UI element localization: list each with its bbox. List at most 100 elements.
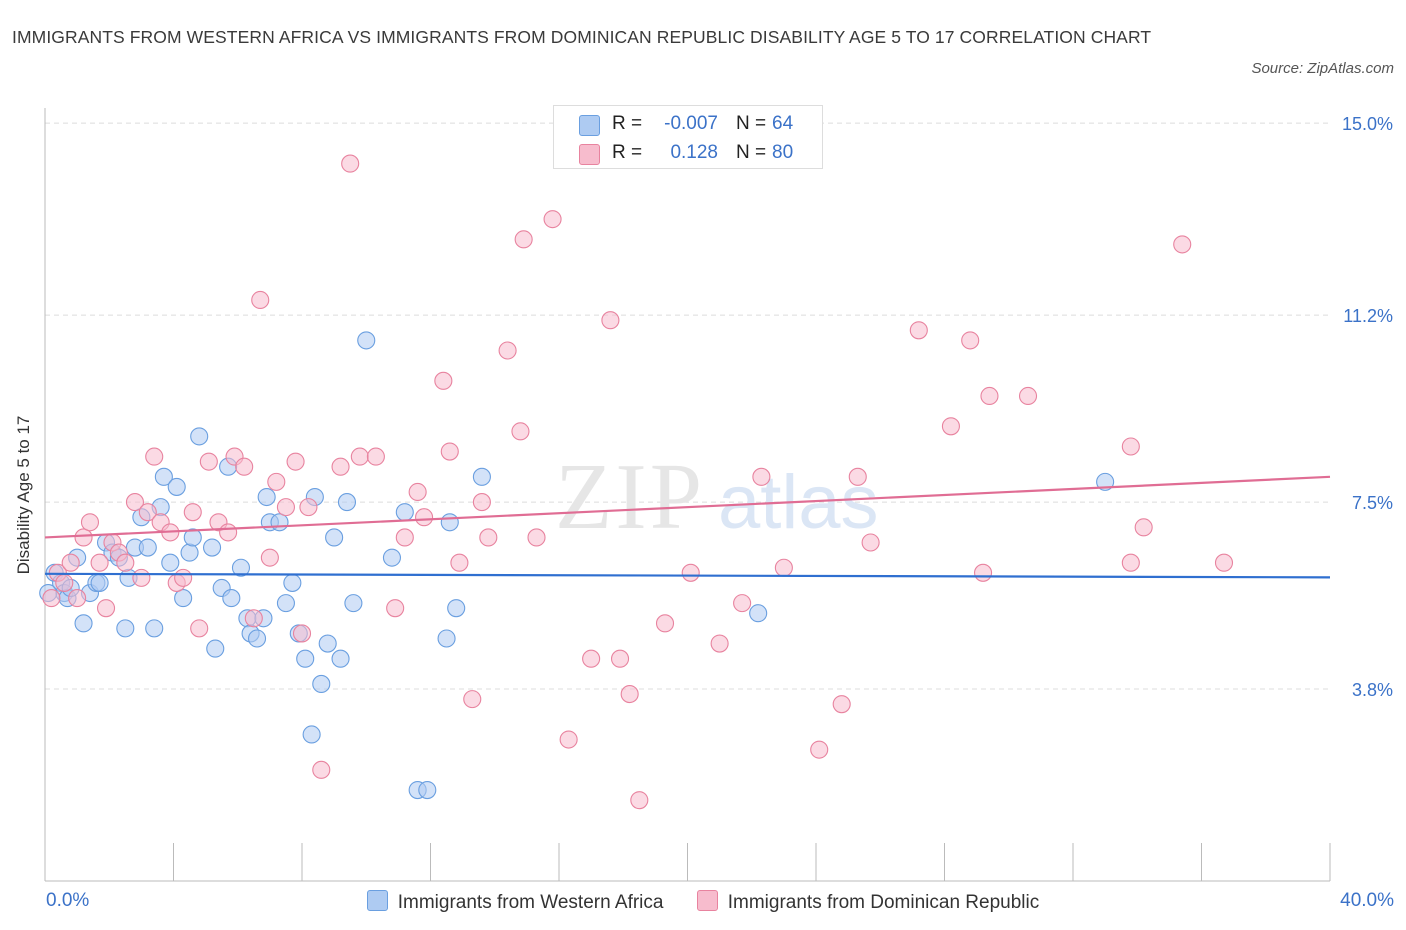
data-point [749,604,768,623]
series-0-points [39,331,1115,800]
data-point [90,573,109,592]
data-point [318,634,337,653]
data-point [235,457,254,476]
n-label: N = [736,113,767,134]
data-point [270,513,289,532]
data-point [630,791,649,810]
data-point [582,649,601,668]
x-tick-max: 40.0% [1340,890,1394,911]
data-points [39,154,1234,810]
legend-swatch-blue [366,890,388,911]
n-value: 80 [772,142,794,163]
axes [44,108,1331,882]
data-point [961,331,980,350]
chart-title: IMMIGRANTS FROM WESTERN AFRICA VS IMMIGR… [12,27,1152,47]
n-value: 64 [772,113,794,134]
data-point [180,543,199,562]
data-point [199,452,218,471]
data-point [244,609,263,628]
data-point [447,599,466,618]
data-point [511,422,530,441]
stats-swatch-pink [579,144,600,165]
trend-lines [44,475,1331,579]
y-tick-label: 3.8% [1352,680,1393,700]
legend-label: Immigrants from Dominican Republic [727,892,1040,913]
data-point [1134,518,1153,537]
data-point [1121,437,1140,456]
r-label: R = [612,142,643,163]
data-point [440,513,459,532]
data-point [267,472,286,491]
data-point [74,614,93,633]
data-point [331,649,350,668]
data-point [222,589,241,608]
y-tick-label: 7.5% [1352,493,1393,513]
data-point [514,230,533,249]
trend-line-0 [44,572,1331,579]
x-tick-min: 0.0% [46,890,90,911]
y-tick-label: 15.0% [1342,114,1393,134]
legend: Immigrants from Western Africa Immigrant… [0,890,1406,914]
data-point [68,589,87,608]
data-point [276,498,295,517]
data-point [174,568,193,587]
data-point [1018,386,1038,406]
data-point [610,649,630,668]
data-point [418,781,437,800]
data-point [559,730,578,749]
data-point [810,740,829,759]
data-point [382,548,402,567]
data-point [190,427,209,446]
data-point [350,447,369,466]
data-point [138,503,157,522]
data-point [247,629,267,648]
data-point [437,629,456,648]
data-point [733,594,752,613]
watermark: ZIP atlas [555,445,879,549]
data-point [472,467,491,486]
data-point [774,558,793,577]
y-axis-label: Disability Age 5 to 17 [14,415,33,575]
data-point [848,467,867,486]
data-point [296,649,315,668]
stats-row-dominican-republic: R = 0.128 N = 80 [554,138,822,168]
r-label: R = [612,113,643,134]
data-point [941,417,960,436]
data-point [299,498,318,517]
data-point [283,573,302,592]
source-note: Source: ZipAtlas.com [1251,60,1394,77]
data-point [276,594,295,613]
data-point [463,690,482,709]
data-point [125,493,144,512]
legend-item-dominican-republic: Immigrants from Dominican Republic [696,890,1040,914]
data-point [681,563,700,582]
data-point [832,695,851,714]
data-point [325,528,344,547]
legend-item-western-africa: Immigrants from Western Africa [366,890,663,914]
data-point [116,619,135,638]
data-point [302,725,321,744]
data-point [292,624,312,643]
data-point [55,573,74,592]
data-point [1121,553,1140,572]
data-point [408,482,427,502]
data-point [257,487,276,507]
data-point [450,553,469,572]
data-point [710,634,729,653]
data-point [174,589,193,608]
data-point [260,548,279,567]
data-point [655,614,675,633]
data-point [357,331,376,350]
stats-row-western-africa: R = -0.007 N = 64 [554,109,822,139]
data-point [42,589,61,608]
data-point [620,685,639,704]
data-point [973,563,993,582]
data-point [183,503,202,522]
data-point [434,371,453,390]
watermark-zip: ZIP [555,445,705,549]
data-point [183,528,202,547]
data-point [190,619,209,638]
data-point [395,528,414,547]
trend-line-1 [44,475,1331,539]
